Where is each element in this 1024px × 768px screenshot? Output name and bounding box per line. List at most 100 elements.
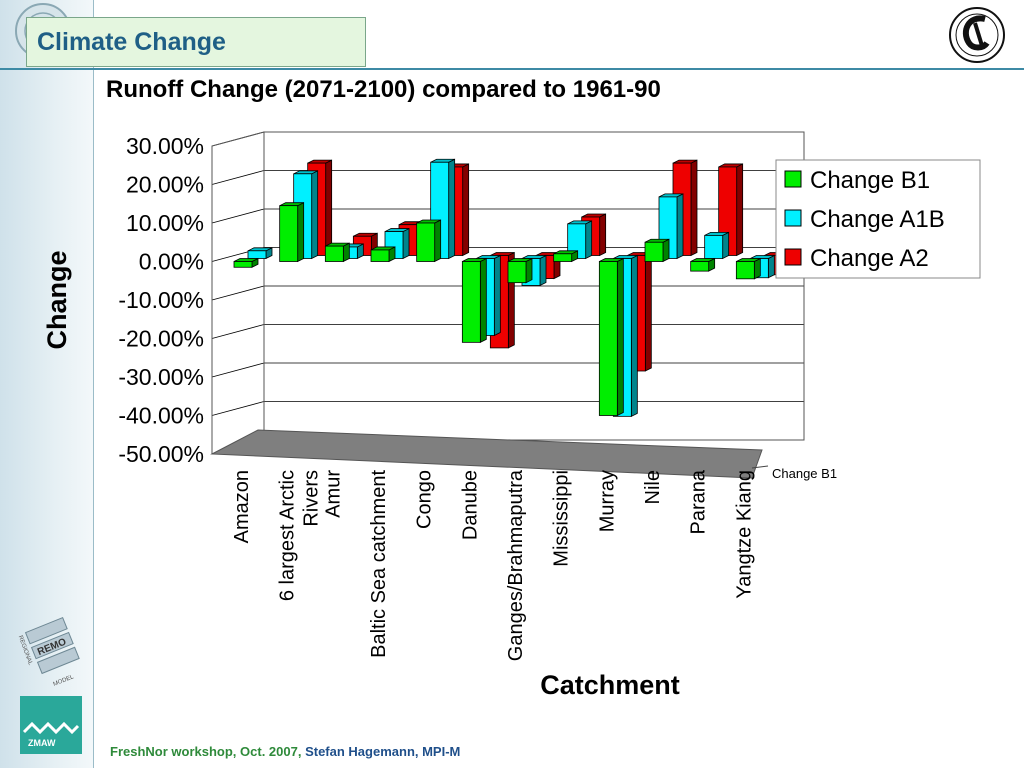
remo-logo-icon: REMO REGIONAL MODEL: [17, 617, 80, 688]
y-tick-label: -40.00%: [118, 403, 204, 429]
x-tick-label-line: Nile: [642, 470, 664, 504]
bar-side: [479, 257, 487, 343]
bar-front: [370, 249, 390, 262]
x-tick-label-line: Parana: [688, 469, 710, 534]
bar-side: [753, 257, 761, 280]
x-tick-label-line: Congo: [414, 470, 436, 529]
bar: [370, 246, 396, 263]
bar: [690, 257, 716, 272]
sidebar-gradient: [0, 0, 94, 768]
y-axis-label: Change: [42, 250, 72, 349]
bar-side: [767, 254, 775, 279]
y-tick-label: 20.00%: [126, 172, 204, 198]
y-tick-label: 0.00%: [139, 249, 204, 275]
bar-side: [676, 193, 684, 260]
bar-front: [279, 205, 299, 262]
y-tick-label: -20.00%: [118, 326, 204, 352]
legend-swatch: [784, 209, 802, 227]
legend-label: Change A1B: [810, 206, 945, 233]
gridline-side: [211, 324, 265, 339]
y-tick-label: -50.00%: [118, 441, 204, 467]
bar: [553, 250, 579, 263]
x-tick-label: Danube: [459, 470, 481, 540]
x-tick-labels: Amazon 6 largest Arctic Rivers Amur Baltic S…: [231, 469, 755, 661]
x-tick-label: Mississippi: [551, 470, 573, 567]
bar-side: [311, 170, 319, 260]
bar-side: [462, 163, 470, 257]
y-tick-label: 10.00%: [126, 210, 204, 236]
bar-side: [493, 254, 501, 337]
zmaw-logo-icon: ZMAW: [20, 696, 82, 754]
bar-side: [297, 202, 305, 263]
back-wall: [263, 131, 805, 441]
footer: FreshNor workshop, Oct. 2007, Stefan Hag…: [110, 744, 460, 759]
bar-front: [644, 241, 664, 262]
x-tick-label-line: 6 largest Arctic: [277, 470, 299, 601]
bar-front: [735, 261, 755, 280]
bar-front: [507, 261, 527, 284]
x-axis-label: Catchment: [540, 670, 680, 700]
x-tick-label-line: Murray: [596, 470, 618, 532]
x-tick-label: Nile: [642, 470, 664, 504]
bar: [461, 257, 487, 343]
bar: [279, 202, 305, 263]
x-tick-label: Amur: [322, 470, 344, 518]
bar-front: [324, 245, 344, 262]
institute-logo-icon: [949, 7, 1005, 63]
bar-side: [599, 213, 607, 257]
bar-side: [434, 219, 442, 263]
footer-event: FreshNor workshop, Oct. 2007,: [110, 744, 302, 759]
bar-front: [461, 261, 481, 343]
x-tick-label-line: Danube: [459, 470, 481, 540]
x-tick-label-line: Mississippi: [551, 470, 573, 567]
bar-side: [525, 257, 533, 284]
bar: [567, 220, 593, 260]
chart-bars: [233, 158, 789, 417]
bar-side: [325, 159, 333, 257]
side-label-tick: [751, 465, 769, 469]
legend-box: [775, 159, 981, 279]
y-tick-label: -30.00%: [118, 364, 204, 390]
legend-swatch: [784, 170, 802, 188]
x-tick-label-line: Rivers: [301, 470, 323, 527]
legend-label: Change B1: [810, 167, 930, 194]
legend-swatch: [784, 248, 802, 266]
x-tick-label: 6 largest Arctic Rivers: [277, 470, 323, 601]
x-tick-label-line: Yangtze Kiang: [733, 470, 755, 599]
x-tick-label: Parana: [688, 469, 710, 534]
footer-author: Stefan Hagemann, MPI-M: [305, 744, 461, 759]
bar: [507, 257, 533, 284]
x-tick-label: Yangtze Kiang: [733, 470, 755, 599]
bar: [704, 231, 730, 260]
side-series-label: Change B1: [772, 466, 837, 481]
x-tick-label-line: Baltic Sea catchment: [368, 470, 390, 658]
x-tick-label-line: Amur: [322, 470, 344, 518]
bar-side: [690, 159, 698, 257]
chart-legend: Change B1 Change A1B Change A2: [775, 159, 981, 279]
x-tick-label-line: Ganges/Brahmaputra: [505, 469, 527, 661]
bar-side: [736, 163, 744, 257]
chart-floor: [210, 429, 763, 479]
gridline-side: [211, 208, 265, 224]
gridline-side: [211, 401, 265, 416]
x-tick-label: Murray: [596, 470, 618, 532]
y-tick-labels: 30.00% 20.00% 10.00% 0.00% -10.00% -20.00% -30…: [118, 133, 204, 467]
bar-side: [644, 251, 652, 372]
bar: [644, 238, 670, 263]
bar: [324, 242, 350, 263]
bar: [247, 247, 273, 260]
x-tick-label-line: Amazon: [231, 470, 253, 543]
zmaw-logo-text: ZMAW: [28, 738, 56, 748]
bar: [416, 219, 442, 263]
bar-side: [662, 238, 670, 263]
bar: [233, 257, 259, 268]
y-tick-label: -10.00%: [118, 287, 204, 313]
gridline-side: [211, 170, 265, 185]
bar-front: [247, 250, 267, 259]
bar: [735, 257, 761, 280]
x-tick-label: Amazon: [231, 470, 253, 543]
bar-side: [539, 254, 547, 287]
x-tick-label: Congo: [414, 470, 436, 529]
bar-front: [690, 261, 710, 272]
chart-title: Runoff Change (2071-2100) compared to 19…: [106, 76, 661, 103]
